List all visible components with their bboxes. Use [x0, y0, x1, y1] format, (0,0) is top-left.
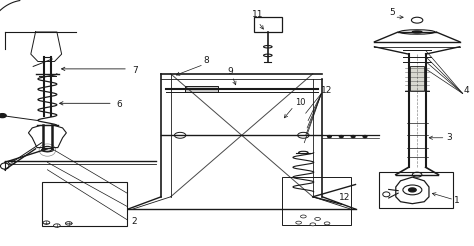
Circle shape: [328, 136, 331, 138]
Bar: [410, 66, 424, 91]
Circle shape: [296, 221, 301, 224]
Ellipse shape: [0, 163, 9, 169]
Text: 2: 2: [132, 217, 137, 226]
Circle shape: [65, 222, 72, 225]
Text: 6: 6: [116, 100, 122, 109]
Circle shape: [43, 146, 52, 151]
Circle shape: [339, 136, 343, 138]
Circle shape: [409, 188, 416, 192]
Ellipse shape: [399, 30, 435, 34]
Circle shape: [351, 136, 355, 138]
Text: 12: 12: [339, 194, 350, 202]
Circle shape: [411, 17, 423, 23]
Ellipse shape: [383, 192, 390, 197]
Ellipse shape: [42, 148, 54, 152]
Text: 4: 4: [464, 87, 469, 95]
Circle shape: [43, 221, 50, 224]
Ellipse shape: [264, 54, 272, 57]
Text: 7: 7: [132, 66, 137, 75]
Text: 3: 3: [447, 133, 452, 142]
Circle shape: [298, 132, 309, 138]
Circle shape: [363, 136, 367, 138]
Circle shape: [301, 215, 306, 218]
Bar: [282, 177, 351, 225]
Circle shape: [310, 223, 316, 226]
Circle shape: [0, 114, 6, 118]
Ellipse shape: [412, 31, 422, 33]
Circle shape: [45, 149, 50, 152]
Text: 12: 12: [321, 86, 333, 95]
Text: 8: 8: [204, 56, 210, 65]
Circle shape: [9, 161, 15, 164]
Circle shape: [174, 132, 186, 138]
Text: 1: 1: [454, 196, 459, 205]
Ellipse shape: [264, 46, 272, 48]
Bar: [185, 86, 218, 92]
Bar: [42, 182, 127, 226]
Text: 10: 10: [295, 98, 305, 107]
Circle shape: [324, 222, 330, 225]
Text: 5: 5: [390, 8, 395, 17]
Bar: [379, 172, 453, 208]
Circle shape: [54, 224, 60, 227]
Circle shape: [403, 185, 422, 195]
Ellipse shape: [299, 151, 308, 154]
Circle shape: [315, 217, 320, 220]
Circle shape: [412, 172, 422, 177]
Bar: [254, 17, 282, 32]
Text: 9: 9: [228, 67, 233, 76]
Text: 11: 11: [252, 10, 264, 19]
